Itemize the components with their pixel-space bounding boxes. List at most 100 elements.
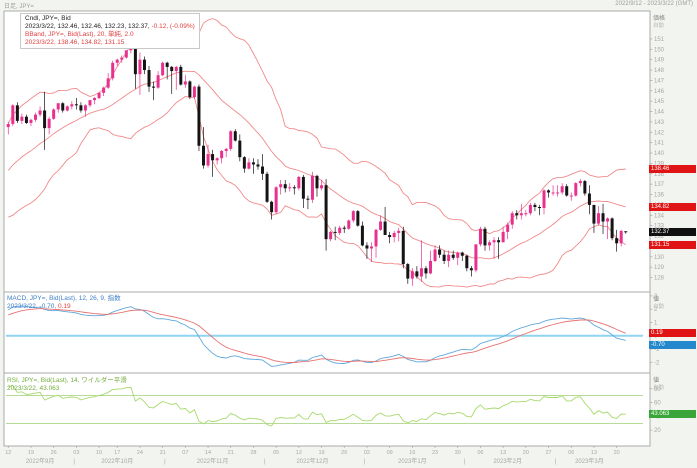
bb-middle-badge: 134.82 <box>649 202 696 211</box>
ohlc-values: 2023/3/22, 132.46, 132.46, 132.23, 132.3… <box>25 23 152 30</box>
rsi-value-badge: 43.063 <box>649 410 696 419</box>
rsi-series-label: RSI, JPY=, Bid(Last), 14, ワイルダー平滑 <box>7 377 127 384</box>
svg-text:133: 133 <box>654 224 665 230</box>
svg-text:24: 24 <box>137 450 143 456</box>
svg-text:146: 146 <box>654 89 665 95</box>
bband-series-label: BBand, JPY=, Bid(Last), 20, 単純, 2.0 <box>25 31 134 38</box>
svg-text:値: 値 <box>653 376 659 384</box>
svg-text:12: 12 <box>5 450 11 456</box>
svg-text:2022年12月: 2022年12月 <box>296 457 328 465</box>
svg-text:151: 151 <box>654 37 665 43</box>
svg-text:147: 147 <box>654 78 665 84</box>
main-price-panel[interactable] <box>6 18 628 288</box>
svg-text:05: 05 <box>273 450 279 456</box>
svg-text:07: 07 <box>182 450 188 456</box>
svg-text:|: | <box>464 459 466 465</box>
svg-text:139: 139 <box>654 161 665 167</box>
macd-line-badge: -0.70 <box>649 341 696 350</box>
rsi-axis[interactable]: 80604020値自動 <box>650 376 665 434</box>
svg-text:129: 129 <box>654 265 665 271</box>
svg-text:20: 20 <box>654 428 661 434</box>
svg-text:148: 148 <box>654 68 665 74</box>
svg-text:06: 06 <box>568 450 574 456</box>
macd-series-label: MACD, JPY=, Bid(Last), 12, 26, 9, 指数 <box>7 295 121 302</box>
svg-text:2022年11月: 2022年11月 <box>197 457 229 465</box>
svg-text:|: | <box>164 459 166 465</box>
svg-text:1: 1 <box>654 320 658 326</box>
svg-text:141: 141 <box>654 141 665 147</box>
svg-text:128: 128 <box>654 276 665 282</box>
svg-text:03: 03 <box>73 450 79 456</box>
svg-text:23: 23 <box>432 450 438 456</box>
svg-text:12: 12 <box>296 450 302 456</box>
svg-text:21: 21 <box>228 450 234 456</box>
macd-signal-value: 0.19 <box>57 303 71 310</box>
window-header: 日足, JPY= 2022/9/12 - 2023/3/22 (GMT) <box>0 0 697 10</box>
svg-text:10: 10 <box>96 450 102 456</box>
svg-text:|: | <box>364 459 366 465</box>
svg-text:2022年10月: 2022年10月 <box>101 457 133 465</box>
svg-text:2023年3月: 2023年3月 <box>575 457 604 465</box>
svg-text:14: 14 <box>205 450 211 456</box>
svg-text:06: 06 <box>477 450 483 456</box>
candles <box>6 29 628 286</box>
svg-text:144: 144 <box>654 110 665 116</box>
svg-text:13: 13 <box>500 450 506 456</box>
svg-text:値: 値 <box>653 295 659 303</box>
svg-text:140: 140 <box>654 151 665 157</box>
svg-text:138: 138 <box>654 172 665 178</box>
svg-text:2023年1月: 2023年1月 <box>398 457 427 465</box>
svg-text:13: 13 <box>591 450 597 456</box>
svg-text:|: | <box>555 459 557 465</box>
macd-value: 2023/3/22, -0.70, <box>7 303 58 310</box>
svg-text:30: 30 <box>455 450 461 456</box>
svg-text:143: 143 <box>654 120 665 126</box>
last-price-badge: 132.37 <box>649 228 696 237</box>
svg-text:19: 19 <box>28 450 34 456</box>
svg-text:134: 134 <box>654 213 665 219</box>
svg-text:16: 16 <box>409 450 415 456</box>
date-axis[interactable]: 12 19 26 03 10 17 24 31 07 14 21 28 05 12 19 26 02 09 16 23… <box>5 446 620 465</box>
svg-text:20: 20 <box>523 450 529 456</box>
svg-text:|: | <box>73 459 75 465</box>
svg-text:17: 17 <box>114 450 120 456</box>
svg-text:149: 149 <box>654 58 665 64</box>
svg-text:130: 130 <box>654 255 665 261</box>
svg-text:自動: 自動 <box>653 21 665 29</box>
daily-change-value: -0.12, (-0.09%) <box>151 23 195 30</box>
rsi-value: 2023/3/22, 43.063 <box>7 385 60 392</box>
svg-text:80: 80 <box>654 387 661 393</box>
bb-upper-badge: 138.46 <box>649 165 696 174</box>
date-range-label: 2022/9/12 - 2023/3/22 (GMT) <box>615 1 693 7</box>
svg-text:09: 09 <box>387 450 393 456</box>
svg-text:自動: 自動 <box>653 383 665 391</box>
svg-text:2023年2月: 2023年2月 <box>493 457 522 465</box>
svg-text:19: 19 <box>318 450 324 456</box>
macd-signal-badge: 0.19 <box>649 329 696 338</box>
main-legend: Cndl, JPY=, Bid 2023/3/22, 132.46, 132.4… <box>20 13 200 49</box>
bband-values: 2023/3/22, 138.46, 134.82, 131.15 <box>25 39 125 46</box>
svg-text:31: 31 <box>160 450 166 456</box>
bb-lower-badge: 131.15 <box>649 240 696 249</box>
svg-text:02: 02 <box>364 450 370 456</box>
svg-text:価格: 価格 <box>653 14 665 22</box>
svg-text:2022年9月: 2022年9月 <box>26 457 55 465</box>
macd-panel[interactable] <box>6 305 648 367</box>
svg-text:60: 60 <box>654 401 661 407</box>
svg-text:136: 136 <box>654 193 665 199</box>
candle-series-label: Cndl, JPY=, Bid <box>25 15 71 22</box>
chart-interval-symbol-label: 日足, JPY= <box>4 4 34 10</box>
svg-text:145: 145 <box>654 99 665 105</box>
svg-text:28: 28 <box>250 450 256 456</box>
svg-text:|: | <box>264 459 266 465</box>
svg-text:26: 26 <box>341 450 347 456</box>
svg-text:20: 20 <box>614 450 620 456</box>
macd-legend: MACD, JPY=, Bid(Last), 12, 26, 9, 指数 202… <box>7 295 121 311</box>
rsi-panel[interactable] <box>6 384 648 427</box>
svg-text:26: 26 <box>51 450 57 456</box>
svg-text:132: 132 <box>654 234 665 240</box>
svg-text:3: 3 <box>654 294 658 300</box>
svg-text:137: 137 <box>654 182 665 188</box>
svg-text:150: 150 <box>654 47 665 53</box>
